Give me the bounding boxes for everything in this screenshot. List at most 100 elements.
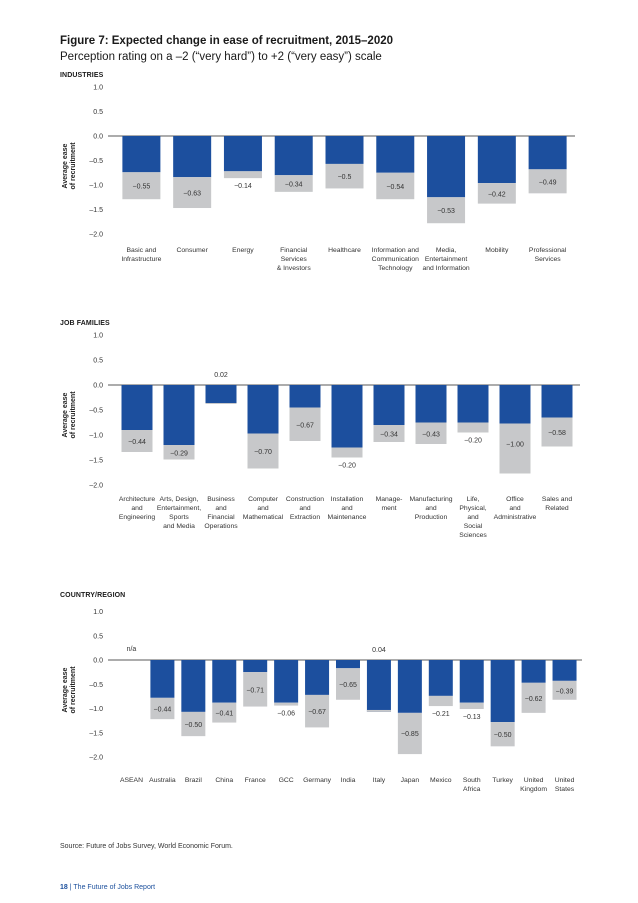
y-tick-label: 0.0	[93, 383, 103, 390]
category-label: Communication	[372, 256, 419, 263]
y-tick-label: 0.5	[93, 358, 103, 365]
page-footer: 18 | The Future of Jobs Report	[60, 884, 155, 891]
y-axis-label: of recruitment	[70, 666, 77, 714]
data-label: −0.54	[386, 184, 404, 191]
category-label: India	[341, 777, 356, 784]
bar-current	[499, 385, 531, 424]
category-label: Engineering	[119, 514, 155, 521]
data-label: −0.49	[539, 179, 557, 186]
bar-current	[457, 385, 489, 423]
category-label: and Media	[163, 523, 195, 530]
bar-change	[181, 711, 206, 737]
bar-change	[121, 430, 153, 452]
data-label: −0.85	[401, 731, 419, 738]
category-label: and	[131, 505, 143, 512]
bar-change	[490, 722, 515, 747]
data-label: −0.34	[285, 182, 303, 189]
category-label: Extraction	[290, 514, 320, 521]
y-tick-label: 1.0	[93, 609, 103, 616]
category-label: and	[509, 505, 521, 512]
bar-change	[427, 197, 466, 224]
bar-current	[121, 385, 153, 430]
category-label: Maintenance	[328, 514, 367, 521]
data-label: 0.04	[372, 647, 386, 654]
bar-change	[205, 403, 237, 404]
category-label: Italy	[373, 777, 386, 784]
category-label: United	[555, 777, 575, 784]
y-tick-label: –0.5	[89, 408, 103, 415]
y-tick-label: –1.0	[89, 706, 103, 713]
bar-change	[163, 445, 195, 460]
section-label-job-families: JOB FAMILIES	[60, 320, 110, 327]
category-label: Sciences	[459, 532, 487, 539]
bar-current	[528, 136, 567, 170]
bar-current	[552, 660, 577, 681]
category-label: Healthcare	[328, 247, 361, 254]
bar-change	[541, 417, 573, 447]
bar-current	[223, 136, 262, 172]
y-axis-label: of recruitment	[70, 391, 77, 439]
bar-current	[212, 660, 237, 703]
data-label: −0.67	[308, 709, 326, 716]
data-label: −0.06	[277, 711, 295, 718]
bar-current	[325, 136, 364, 164]
category-label: Sales and	[542, 496, 572, 503]
bar-current	[305, 660, 330, 695]
category-label: Consumer	[176, 247, 208, 254]
category-label: GCC	[279, 777, 294, 784]
y-tick-label: –1.0	[89, 433, 103, 440]
y-tick-label: –0.5	[89, 682, 103, 689]
figure-title: Figure 7: Expected change in ease of rec…	[60, 35, 394, 47]
category-label: Kingdom	[520, 786, 547, 793]
bar-change	[428, 695, 453, 707]
data-label: −0.50	[494, 732, 512, 739]
bar-change	[247, 433, 279, 469]
category-label: Mathematical	[243, 514, 284, 521]
category-label: and Information	[422, 265, 469, 272]
bar-change	[331, 447, 363, 458]
bar-change	[521, 682, 546, 713]
data-label: −0.62	[525, 696, 543, 703]
data-label: n/a	[127, 646, 137, 653]
y-tick-label: –2.0	[89, 232, 103, 239]
bar-current	[373, 385, 405, 425]
y-tick-label: –1.5	[89, 730, 103, 737]
section-label-country-region: COUNTRY/REGION	[60, 592, 126, 599]
category-label: Installation	[331, 496, 364, 503]
bar-change	[173, 177, 212, 209]
category-label: Manage-	[376, 496, 403, 503]
category-label: and	[425, 505, 437, 512]
category-label: Financial	[207, 514, 235, 521]
bar-change	[212, 702, 237, 723]
category-label: Africa	[463, 786, 481, 793]
category-label: Social	[464, 523, 483, 530]
category-label: Office	[506, 496, 524, 503]
category-label: Mobility	[485, 247, 509, 254]
bar-current	[150, 660, 175, 698]
data-label: −0.50	[184, 722, 202, 729]
data-label: −0.65	[339, 682, 357, 689]
data-label: −0.29	[170, 450, 188, 457]
y-tick-label: –2.0	[89, 483, 103, 490]
data-label: −0.55	[133, 184, 151, 191]
category-label: and	[215, 505, 227, 512]
bar-change	[366, 709, 391, 712]
bar-current	[243, 660, 268, 673]
data-label: −0.43	[422, 431, 440, 438]
bar-current	[397, 660, 422, 713]
data-label: −0.13	[463, 714, 481, 721]
section-label-industries: INDUSTRIES	[60, 72, 104, 79]
category-label: United	[524, 777, 544, 784]
data-label: −0.70	[254, 449, 272, 456]
category-label: States	[555, 786, 575, 793]
data-label: −0.20	[338, 463, 356, 470]
data-label: −0.53	[437, 208, 455, 215]
y-tick-label: –0.5	[89, 158, 103, 165]
bar-current	[366, 660, 391, 712]
bar-current	[274, 660, 299, 703]
category-label: Financial	[280, 247, 308, 254]
bar-current	[205, 385, 237, 404]
y-axis-label: Average ease	[62, 143, 69, 188]
bar-current	[459, 660, 484, 703]
